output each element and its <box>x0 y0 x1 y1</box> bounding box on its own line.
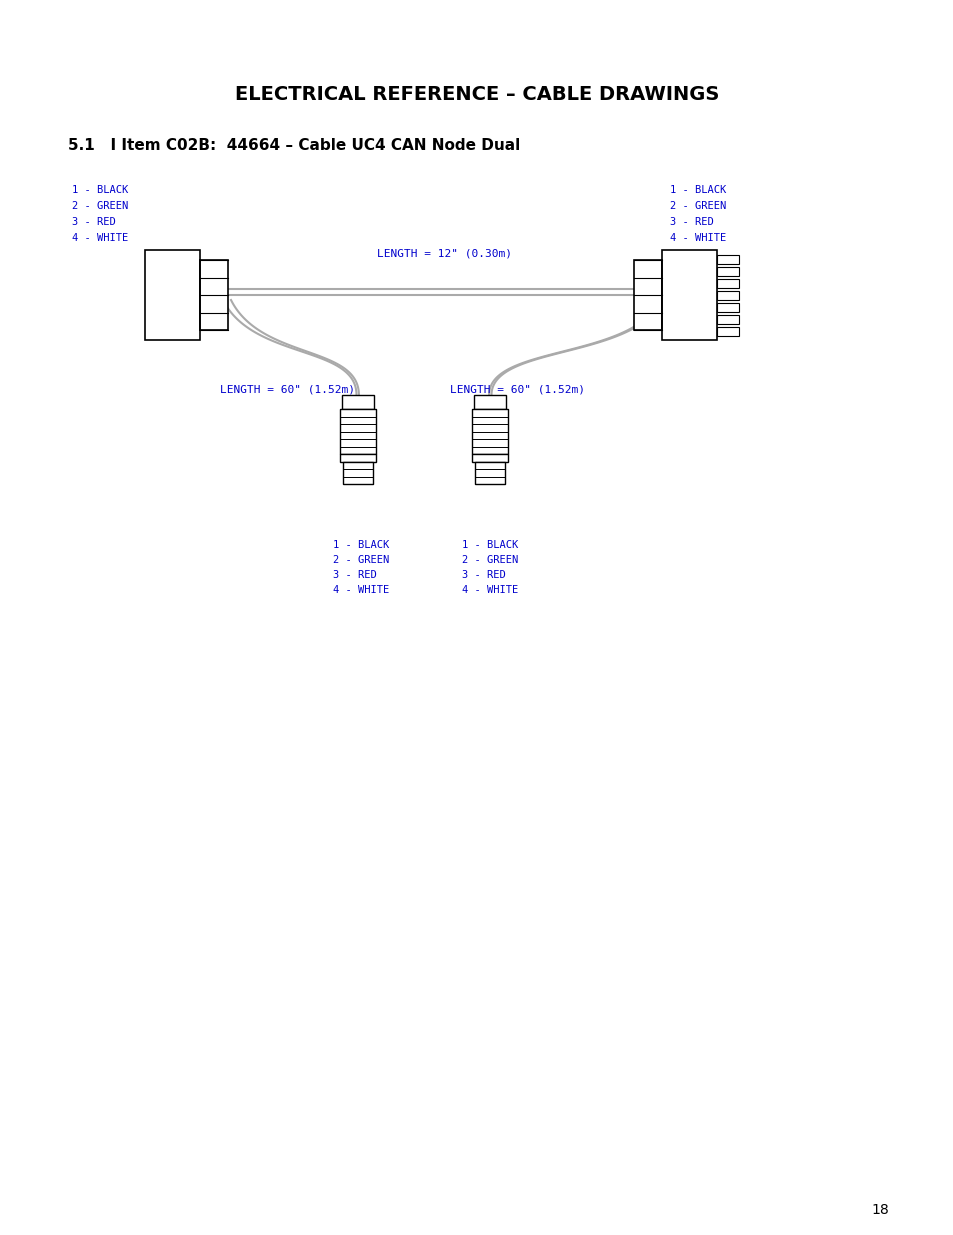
Bar <box>472 409 507 454</box>
Text: 2 - GREEN: 2 - GREEN <box>669 201 725 211</box>
Text: 5.1   I Item C02B:  44664 – Cable UC4 CAN Node Dual: 5.1 I Item C02B: 44664 – Cable UC4 CAN N… <box>68 137 519 152</box>
Bar <box>343 462 373 484</box>
Text: 3 - RED: 3 - RED <box>461 571 505 580</box>
Text: 3 - RED: 3 - RED <box>669 217 713 227</box>
Text: 1 - BLACK: 1 - BLACK <box>669 185 725 195</box>
Text: 1 - BLACK: 1 - BLACK <box>333 540 389 550</box>
Bar <box>717 303 739 312</box>
Text: 2 - GREEN: 2 - GREEN <box>461 555 517 564</box>
Text: 4 - WHITE: 4 - WHITE <box>669 233 725 243</box>
Text: 4 - WHITE: 4 - WHITE <box>333 585 389 595</box>
Text: ELECTRICAL REFERENCE – CABLE DRAWINGS: ELECTRICAL REFERENCE – CABLE DRAWINGS <box>234 85 719 105</box>
Text: 2 - GREEN: 2 - GREEN <box>333 555 389 564</box>
Bar <box>341 395 374 409</box>
Bar <box>475 462 504 484</box>
Bar <box>145 249 200 340</box>
Text: 2 - GREEN: 2 - GREEN <box>71 201 128 211</box>
Text: LENGTH = 60" (1.52m): LENGTH = 60" (1.52m) <box>450 385 584 395</box>
Bar <box>474 395 505 409</box>
Bar <box>717 254 739 264</box>
Bar <box>661 249 717 340</box>
Text: 1 - BLACK: 1 - BLACK <box>461 540 517 550</box>
Bar <box>717 291 739 300</box>
Text: 3 - RED: 3 - RED <box>71 217 115 227</box>
Bar <box>717 279 739 288</box>
Text: 1 - BLACK: 1 - BLACK <box>71 185 128 195</box>
Text: LENGTH = 12" (0.30m): LENGTH = 12" (0.30m) <box>377 248 512 258</box>
Bar <box>339 454 375 462</box>
Text: 4 - WHITE: 4 - WHITE <box>461 585 517 595</box>
Bar <box>339 409 375 454</box>
Bar <box>472 454 507 462</box>
Text: 3 - RED: 3 - RED <box>333 571 376 580</box>
Bar <box>200 261 228 330</box>
Bar <box>717 315 739 324</box>
Text: 4 - WHITE: 4 - WHITE <box>71 233 128 243</box>
Text: LENGTH = 60" (1.52m): LENGTH = 60" (1.52m) <box>220 385 355 395</box>
Text: 18: 18 <box>870 1203 888 1216</box>
Bar <box>717 327 739 336</box>
Bar <box>634 261 661 330</box>
Bar <box>717 267 739 275</box>
